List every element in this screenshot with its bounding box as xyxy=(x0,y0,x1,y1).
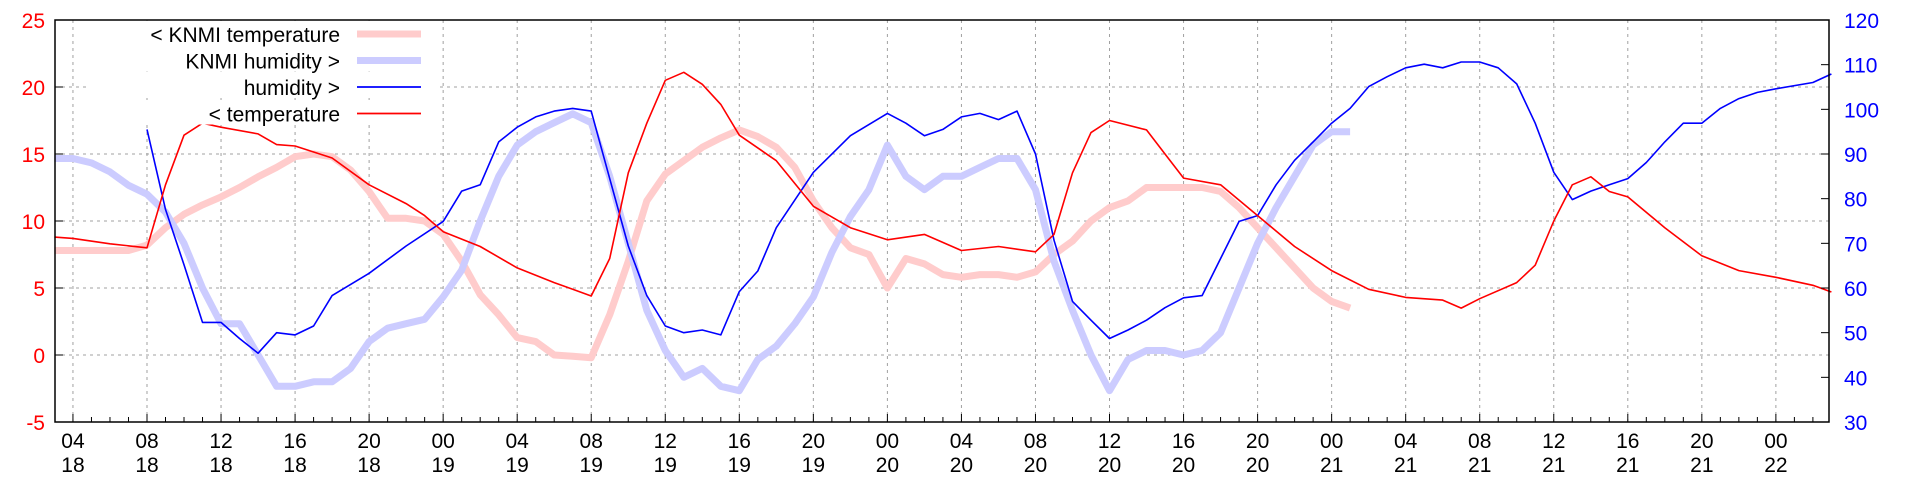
x-tick-day-label: 19 xyxy=(654,454,677,477)
left-tick-label: 0 xyxy=(33,345,45,368)
x-tick-time-label: 04 xyxy=(1394,430,1418,453)
x-tick-day-label: 18 xyxy=(283,454,306,477)
x-tick-time-label: 08 xyxy=(1024,430,1047,453)
right-tick-label: 50 xyxy=(1844,323,1867,346)
x-tick-time-label: 08 xyxy=(135,430,158,453)
legend-label: KNMI humidity > xyxy=(185,51,340,74)
x-tick-day-label: 19 xyxy=(728,454,751,477)
x-tick-time-label: 20 xyxy=(357,430,380,453)
left-tick-label: 25 xyxy=(22,10,45,33)
x-tick-day-label: 18 xyxy=(209,454,232,477)
x-tick-time-label: 00 xyxy=(1764,430,1787,453)
x-tick-time-label: 16 xyxy=(728,430,751,453)
legend-label: < temperature xyxy=(209,104,340,127)
right-tick-label: 60 xyxy=(1844,278,1867,301)
x-tick-time-label: 08 xyxy=(580,430,603,453)
x-tick-time-label: 20 xyxy=(802,430,825,453)
x-tick-day-label: 18 xyxy=(61,454,84,477)
x-tick-time-label: 00 xyxy=(1320,430,1343,453)
series-line-knmi-temperature xyxy=(54,126,1352,362)
x-tick-time-label: 00 xyxy=(876,430,899,453)
right-tick-label: 120 xyxy=(1844,10,1879,33)
x-tick-time-label: 12 xyxy=(1542,430,1565,453)
x-tick-day-label: 20 xyxy=(1172,454,1195,477)
x-tick-day-label: 21 xyxy=(1394,454,1417,477)
x-tick-day-label: 18 xyxy=(357,454,380,477)
right-tick-label: 30 xyxy=(1844,412,1867,435)
right-tick-label: 100 xyxy=(1844,99,1879,122)
series-line-knmi-humidity xyxy=(54,110,1351,395)
x-tick-time-label: 12 xyxy=(654,430,677,453)
axes: 2520151050-51201101009080706050403004180… xyxy=(22,10,1879,477)
right-tick-label: 110 xyxy=(1844,55,1877,78)
x-tick-day-label: 21 xyxy=(1468,454,1491,477)
x-tick-day-label: 21 xyxy=(1690,454,1713,477)
x-tick-time-label: 04 xyxy=(950,430,974,453)
x-tick-time-label: 04 xyxy=(61,430,85,453)
x-tick-time-label: 20 xyxy=(1690,430,1713,453)
series-layer xyxy=(54,61,1832,395)
x-tick-time-label: 00 xyxy=(431,430,454,453)
legend-background xyxy=(90,74,440,98)
legend-label: humidity > xyxy=(244,77,340,100)
right-tick-label: 70 xyxy=(1844,233,1867,256)
x-tick-day-label: 20 xyxy=(1024,454,1047,477)
right-tick-label: 80 xyxy=(1844,189,1867,212)
x-tick-time-label: 16 xyxy=(283,430,306,453)
left-tick-label: 5 xyxy=(33,278,45,301)
x-tick-day-label: 21 xyxy=(1616,454,1639,477)
legend: < KNMI temperature KNMI humidity > humidit… xyxy=(90,21,440,127)
right-tick-label: 40 xyxy=(1844,367,1867,390)
legend-background xyxy=(90,100,440,125)
left-tick-label: -5 xyxy=(26,412,45,435)
x-tick-time-label: 04 xyxy=(506,430,530,453)
x-tick-day-label: 20 xyxy=(876,454,899,477)
series-line-temperature xyxy=(54,71,1832,309)
left-tick-label: 15 xyxy=(22,144,45,167)
x-tick-day-label: 21 xyxy=(1320,454,1343,477)
series-line-humidity xyxy=(146,61,1832,354)
x-tick-day-label: 19 xyxy=(580,454,603,477)
x-tick-time-label: 16 xyxy=(1172,430,1195,453)
x-tick-day-label: 20 xyxy=(1246,454,1269,477)
x-tick-day-label: 20 xyxy=(1098,454,1121,477)
x-tick-time-label: 12 xyxy=(1098,430,1121,453)
x-tick-day-label: 18 xyxy=(135,454,158,477)
x-tick-day-label: 19 xyxy=(506,454,529,477)
x-tick-time-label: 16 xyxy=(1616,430,1639,453)
x-tick-time-label: 08 xyxy=(1468,430,1491,453)
left-tick-label: 10 xyxy=(22,211,45,234)
left-tick-label: 20 xyxy=(22,77,45,100)
x-tick-day-label: 19 xyxy=(802,454,825,477)
right-tick-label: 90 xyxy=(1844,144,1867,167)
x-tick-day-label: 21 xyxy=(1542,454,1565,477)
legend-label: < KNMI temperature xyxy=(150,24,340,47)
x-tick-time-label: 12 xyxy=(209,430,232,453)
x-tick-day-label: 20 xyxy=(950,454,973,477)
x-tick-day-label: 19 xyxy=(431,454,454,477)
x-tick-day-label: 22 xyxy=(1764,454,1787,477)
x-tick-time-label: 20 xyxy=(1246,430,1269,453)
